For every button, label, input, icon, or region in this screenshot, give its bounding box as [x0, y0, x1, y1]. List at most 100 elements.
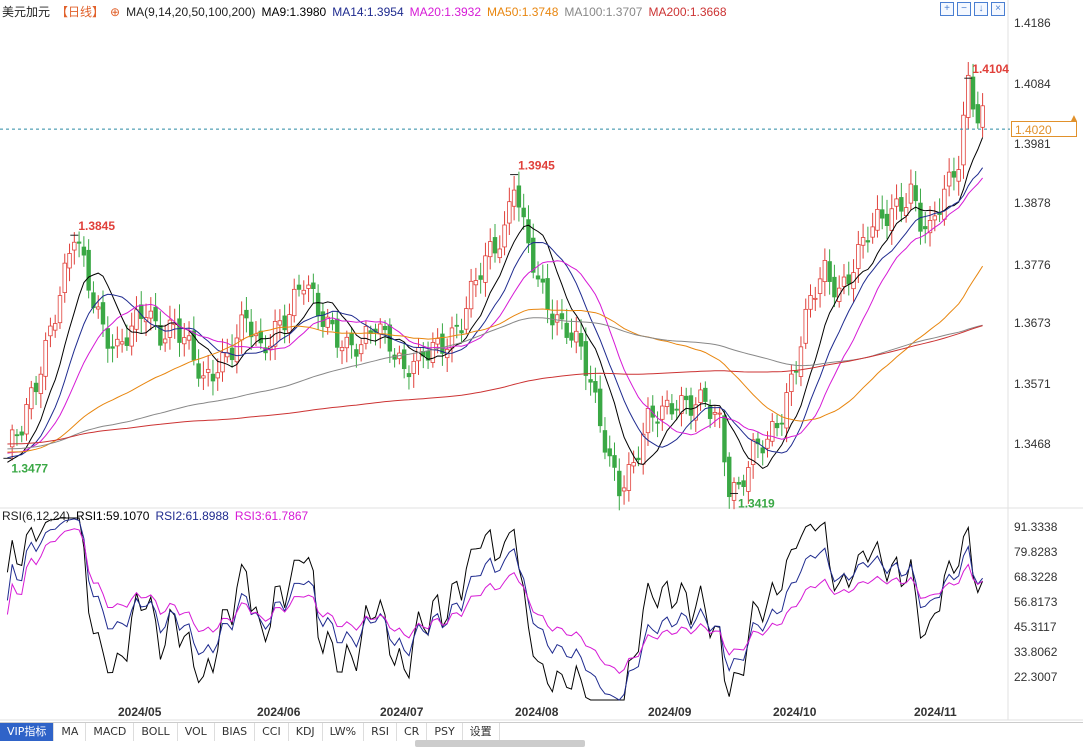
candle-body	[124, 337, 130, 346]
candle-body	[894, 198, 899, 207]
candle-body	[435, 338, 440, 345]
rsi-tick: 91.3338	[1014, 520, 1058, 534]
tab-lw[interactable]: LW%	[323, 723, 365, 741]
candle-body	[76, 241, 82, 244]
rsi2-line	[6, 518, 983, 701]
ma-legend: 美元加元 【日线】 ⊕ MA(9,14,20,50,100,200) MA9:1…	[2, 3, 727, 20]
candle-body	[473, 280, 479, 286]
tab-macd[interactable]: MACD	[86, 723, 135, 741]
candle-body	[239, 314, 244, 341]
candle-body	[727, 456, 732, 498]
candle-body	[865, 240, 871, 243]
candle-body	[315, 292, 321, 317]
candle-body	[631, 462, 636, 467]
candle-body	[378, 323, 383, 335]
tab-psy[interactable]: PSY	[427, 723, 463, 741]
candle-body	[554, 314, 560, 323]
candle-body	[311, 282, 316, 290]
candle-body	[330, 319, 335, 325]
candle-body	[497, 248, 502, 259]
ma9-line	[7, 137, 984, 470]
ma9-label: MA9:1.3980	[261, 4, 327, 19]
candle-body	[167, 319, 173, 338]
tab-vol[interactable]: VOL	[178, 723, 215, 741]
ma200-label: MA200:1.3668	[648, 4, 727, 19]
horizontal-scrollbar[interactable]	[415, 740, 585, 747]
high-price-label: 1.3945	[518, 159, 555, 173]
candle-body	[664, 399, 670, 407]
candle-body	[411, 360, 416, 374]
month-label: 2024/08	[515, 705, 559, 719]
candle-body	[693, 404, 698, 421]
candle-body	[459, 330, 464, 334]
candle-body	[569, 332, 574, 341]
candle-body	[750, 439, 756, 465]
candle-body	[282, 315, 287, 331]
candle-body	[822, 260, 828, 283]
candle-body	[578, 333, 584, 347]
symbol-title: 美元加元	[2, 5, 51, 19]
rsi-tick: 22.3007	[1014, 670, 1058, 684]
ma14-line	[7, 167, 984, 459]
rsi1-label: RSI1:59.1070	[76, 509, 150, 523]
tab-vip[interactable]: VIP指标	[0, 723, 55, 741]
candle-body	[774, 423, 780, 429]
candle-body	[416, 347, 421, 362]
candle-body	[91, 292, 96, 309]
candle-body	[731, 482, 737, 501]
ma50-line	[7, 265, 984, 453]
tab-cci[interactable]: CCI	[255, 723, 289, 741]
tab-kdj[interactable]: KDJ	[289, 723, 323, 741]
candle-body	[789, 373, 794, 392]
candle-body	[932, 215, 938, 221]
ma20-line	[7, 177, 983, 454]
candle-body	[970, 76, 976, 110]
candle-body	[531, 237, 536, 273]
month-label: 2024/09	[648, 705, 692, 719]
gear-icon[interactable]: ⊕	[110, 4, 121, 19]
candle-body	[134, 309, 139, 330]
candle-body	[292, 288, 297, 317]
candle-body	[521, 207, 526, 218]
tab-cr[interactable]: CR	[397, 723, 428, 741]
tab-settings[interactable]: 设置	[463, 723, 500, 741]
ma100-label: MA100:1.3707	[564, 4, 643, 19]
candle-body	[277, 320, 283, 326]
candle-body	[607, 448, 612, 457]
candle-body	[186, 335, 192, 341]
month-label: 2024/10	[773, 705, 817, 719]
price-tick: 1.3981	[1014, 137, 1051, 151]
tab-ma[interactable]: MA	[54, 723, 87, 741]
candle-body	[951, 171, 957, 178]
download-icon[interactable]: ↓	[974, 2, 988, 16]
tab-boll[interactable]: BOLL	[134, 723, 178, 741]
rsi-tick: 33.8062	[1014, 645, 1058, 659]
candle-body	[296, 284, 302, 290]
candle-body	[770, 421, 775, 442]
low-price-label: 1.3419	[738, 496, 775, 510]
candle-body	[588, 379, 593, 383]
close-icon[interactable]: ×	[991, 2, 1005, 16]
candle-body	[105, 328, 110, 349]
period-label[interactable]: 【日线】	[56, 5, 105, 19]
candle-body	[14, 434, 20, 437]
candle-body	[454, 324, 459, 327]
collapse-icon[interactable]: −	[957, 2, 971, 16]
candle-body	[956, 169, 961, 182]
tab-rsi[interactable]: RSI	[364, 723, 397, 741]
candle-body	[746, 467, 751, 492]
candle-body	[349, 333, 354, 346]
expand-icon[interactable]: +	[940, 2, 954, 16]
candle-body	[765, 438, 770, 449]
candle-body	[961, 114, 966, 166]
candle-body	[258, 330, 263, 344]
candle-body	[158, 325, 163, 346]
candle-body	[966, 74, 971, 118]
tab-bias[interactable]: BIAS	[215, 723, 256, 741]
candle-body	[29, 387, 34, 410]
candle-body	[67, 253, 72, 269]
candle-body	[617, 470, 622, 497]
candle-body	[612, 455, 617, 468]
candle-body	[808, 295, 813, 310]
